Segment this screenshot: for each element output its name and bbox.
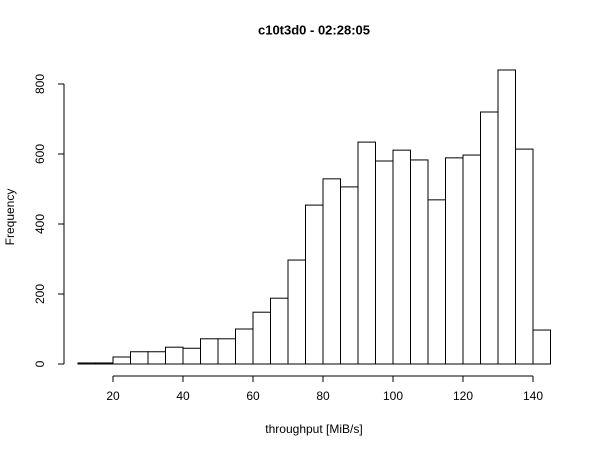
bar xyxy=(392,149,411,365)
bar xyxy=(77,362,96,365)
bar xyxy=(112,356,131,365)
y-axis-label: Frequency xyxy=(3,189,17,246)
bar xyxy=(532,329,551,365)
chart-title: c10t3d0 - 02:28:05 xyxy=(258,22,370,37)
y-tick-label: 400 xyxy=(33,214,47,234)
bar xyxy=(252,311,271,365)
bar xyxy=(497,69,516,365)
x-tick-label: 80 xyxy=(316,389,330,403)
bar xyxy=(235,328,254,365)
y-tick-label: 600 xyxy=(33,144,47,164)
bar xyxy=(165,346,184,365)
bar xyxy=(462,154,481,365)
x-tick-label: 40 xyxy=(176,389,190,403)
bar xyxy=(480,111,499,365)
bar xyxy=(200,338,219,365)
y-tick-label: 0 xyxy=(33,360,47,367)
bar xyxy=(322,178,341,365)
bar xyxy=(445,157,464,365)
x-tick-label: 120 xyxy=(453,389,473,403)
bar xyxy=(515,148,534,365)
x-tick-label: 60 xyxy=(246,389,260,403)
y-tick-label: 200 xyxy=(33,284,47,304)
bar xyxy=(95,362,114,365)
x-axis-label: throughput [MiB/s] xyxy=(265,422,362,436)
x-tick-label: 20 xyxy=(106,389,120,403)
bar xyxy=(147,351,166,365)
bar xyxy=(340,186,359,365)
bar xyxy=(182,347,201,365)
y-tick-label: 800 xyxy=(33,74,47,94)
bar xyxy=(410,159,429,365)
bar xyxy=(270,297,289,365)
bar xyxy=(305,204,324,365)
x-tick-label: 100 xyxy=(383,389,403,403)
bar xyxy=(427,199,446,365)
bar xyxy=(217,338,236,365)
x-tick-label: 140 xyxy=(523,389,543,403)
bar xyxy=(287,259,306,365)
bar xyxy=(357,141,376,365)
bar xyxy=(375,160,394,365)
bar xyxy=(130,351,149,365)
